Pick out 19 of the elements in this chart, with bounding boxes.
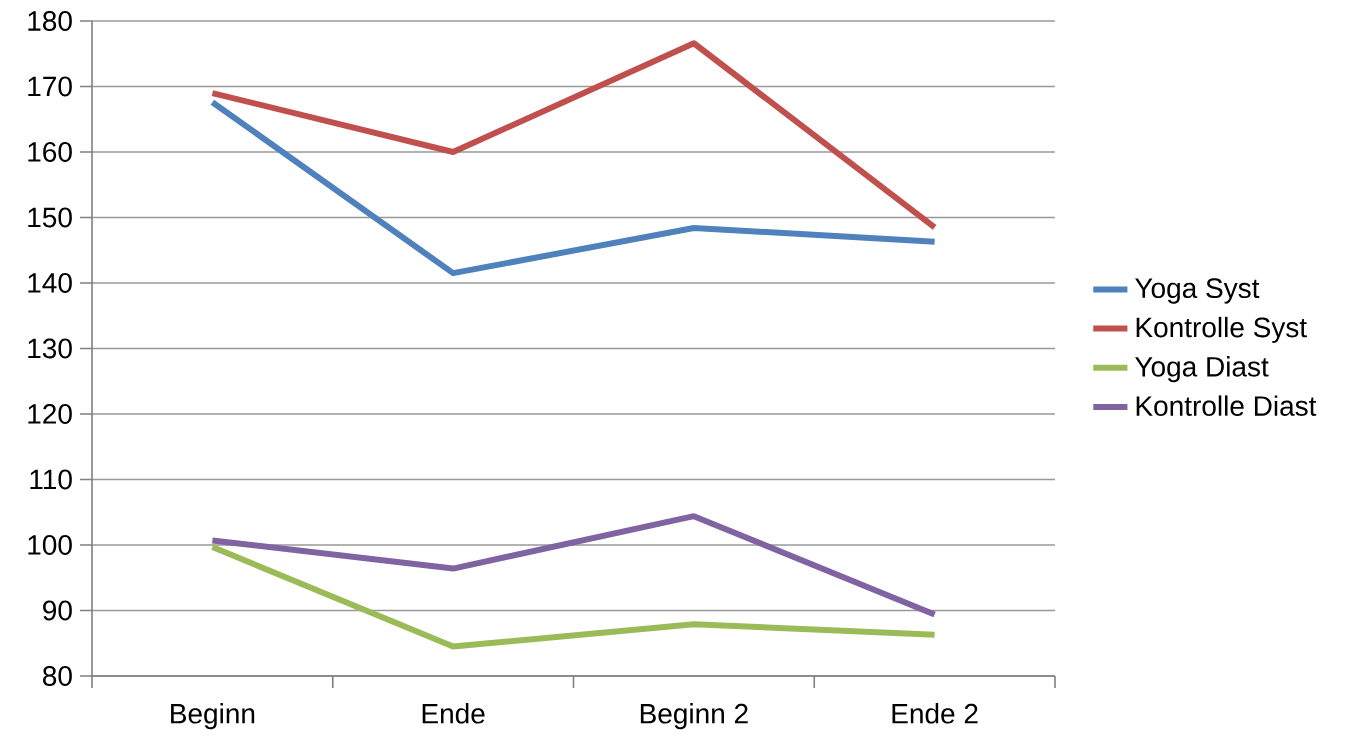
y-tick-label: 130 — [28, 338, 72, 359]
legend-label: Kontrolle Diast — [1136, 395, 1317, 417]
y-tick-label: 150 — [28, 207, 72, 228]
y-tick-label: 140 — [28, 273, 72, 293]
x-tick-label: Ende — [422, 703, 485, 724]
x-tick-label: Ende 2 — [892, 703, 978, 724]
y-tick-label: 120 — [28, 404, 72, 424]
y-tick-label: 170 — [28, 76, 72, 97]
y-tick-label: 110 — [30, 469, 72, 490]
y-tick-label: 100 — [28, 535, 72, 555]
legend-label: Yoga Diast — [1135, 356, 1269, 383]
y-tick-label: 90 — [43, 600, 72, 621]
x-tick-label: Beginn — [171, 703, 255, 730]
y-tick-label: 80 — [43, 666, 72, 686]
y-tick-label: 180 — [28, 11, 72, 31]
legend-label: Yoga Syst — [1135, 278, 1260, 304]
legend-label: Kontrolle Syst — [1136, 316, 1307, 344]
y-tick-label: 160 — [28, 142, 72, 162]
x-tick-label: Beginn 2 — [640, 703, 748, 730]
